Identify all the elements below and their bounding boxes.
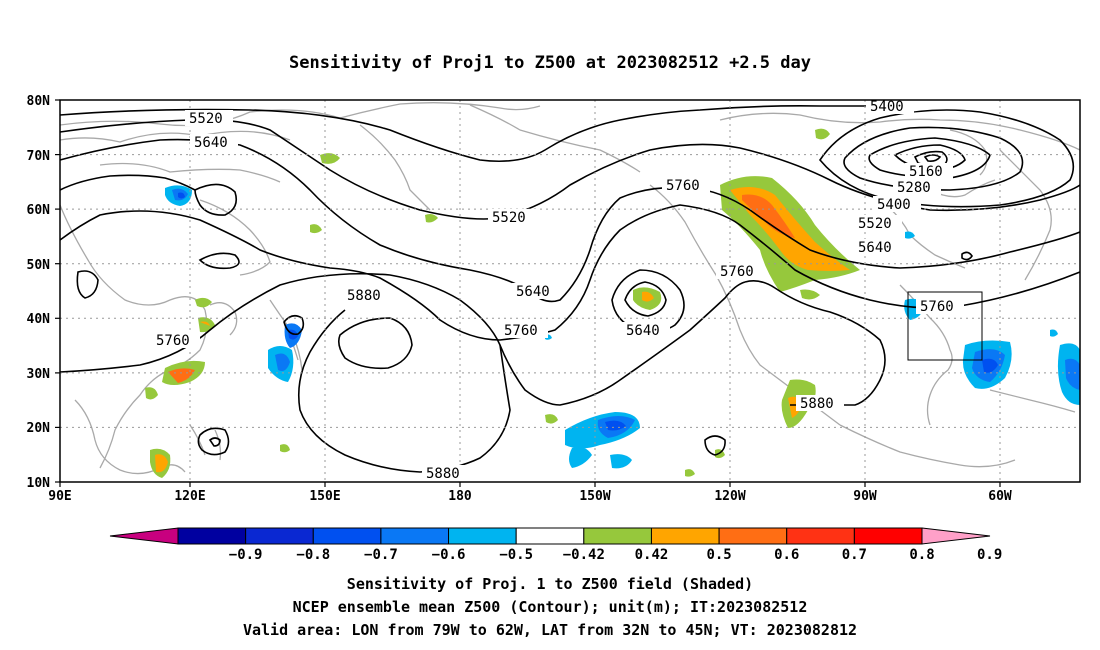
lon-label: 120W — [714, 489, 745, 504]
colorbar-tick-label: −0.6 — [432, 547, 466, 563]
colorbar-tick-label: 0.42 — [635, 547, 669, 563]
colorbar-tick-label: 0.5 — [706, 547, 731, 563]
colorbar-swatch — [583, 527, 652, 545]
colorbar-tick-label: 0.6 — [774, 547, 799, 563]
lat-label: 40N — [27, 312, 51, 327]
valid-area-box — [907, 291, 983, 361]
colorbar-tick-label: −0.42 — [563, 547, 605, 563]
contour-label: 5640 — [194, 135, 228, 151]
figure-title: Sensitivity of Proj1 to Z500 at 20230825… — [289, 53, 811, 73]
contour-label: 5280 — [897, 180, 931, 196]
lat-label: 10N — [27, 476, 51, 491]
colorbar-tick-label: −0.8 — [296, 547, 330, 563]
lon-label: 150E — [309, 489, 340, 504]
colorbar-tick-label: 0.7 — [842, 547, 867, 563]
colorbar-swatch — [380, 527, 450, 545]
lat-label: 30N — [27, 367, 51, 382]
colorbar-swatch — [312, 527, 382, 545]
caption-line-1: Sensitivity of Proj. 1 to Z500 field (Sh… — [347, 575, 753, 593]
lon-label: 60W — [988, 489, 1012, 504]
colorbar-tick-label: 0.9 — [977, 547, 1002, 563]
lon-label: 90E — [48, 489, 71, 504]
colorbar-swatch — [245, 527, 314, 545]
colorbar-swatch — [853, 527, 923, 545]
colorbar-swatch — [515, 527, 585, 545]
lat-label: 80N — [27, 94, 51, 109]
colorbar-arrow-high — [921, 527, 991, 545]
caption-line-2: NCEP ensemble mean Z500 (Contour); unit(… — [293, 598, 808, 616]
lat-lon-grid — [60, 100, 1080, 482]
longitude-labels: 90E 120E 150E 180 150W 120W 90W 60W — [48, 489, 1012, 504]
lat-label: 70N — [27, 149, 51, 164]
map-panel: 5520 5640 5760 5880 5520 5640 5760 5880 … — [27, 94, 1081, 504]
contour-label: 5640 — [858, 240, 892, 256]
lon-label: 120E — [174, 489, 205, 504]
figure-caption: Sensitivity of Proj. 1 to Z500 field (Sh… — [243, 575, 857, 639]
colorbar-tick-label: −0.7 — [364, 547, 398, 563]
colorbar: −0.9 −0.8 −0.7 −0.6 −0.5 −0.42 0.42 0.5 0.6 0.7 0.… — [109, 527, 1002, 563]
colorbar-swatch — [448, 527, 517, 545]
colorbar-tick-label: 0.8 — [909, 547, 934, 563]
colorbar-swatch — [177, 527, 247, 545]
latitude-labels: 80N 70N 60N 50N 40N 30N 20N 10N — [27, 94, 51, 491]
colorbar-arrow-low — [109, 527, 179, 545]
colorbar-swatch — [786, 527, 855, 545]
contour-label: 5520 — [189, 111, 223, 127]
contour-label: 5880 — [800, 396, 834, 412]
caption-line-3: Valid area: LON from 79W to 62W, LAT fro… — [243, 621, 857, 639]
lat-label: 50N — [27, 258, 51, 273]
contour-label: 5160 — [909, 164, 943, 180]
contour-label: 5640 — [516, 284, 550, 300]
contour-label: 5400 — [870, 99, 904, 115]
lat-label: 60N — [27, 203, 51, 218]
contour-label: 5760 — [920, 299, 954, 315]
colorbar-tick-label: −0.5 — [499, 547, 533, 563]
contour-label: 5880 — [426, 466, 460, 482]
lon-label: 180 — [448, 489, 472, 504]
lon-label: 90W — [853, 489, 877, 504]
lat-label: 20N — [27, 421, 51, 436]
contour-label: 5520 — [492, 210, 526, 226]
colorbar-swatch — [650, 527, 720, 545]
contour-label: 5760 — [666, 178, 700, 194]
contour-label: 5520 — [858, 216, 892, 232]
map-frame — [59, 99, 1081, 483]
colorbar-swatch — [718, 527, 788, 545]
colorbar-tick-label: −0.9 — [229, 547, 263, 563]
lon-label: 150W — [579, 489, 610, 504]
contour-label: 5760 — [720, 264, 754, 280]
sensitivity-shading — [145, 128, 1080, 478]
z500-contours — [59, 105, 1081, 473]
contour-label: 5760 — [504, 323, 538, 339]
contour-label: 5400 — [877, 197, 911, 213]
contour-label: 5640 — [626, 323, 660, 339]
contour-label: 5760 — [156, 333, 190, 349]
contour-labels: 5520 5640 5760 5880 5520 5640 5760 5880 … — [152, 98, 964, 482]
contour-label: 5880 — [347, 288, 381, 304]
